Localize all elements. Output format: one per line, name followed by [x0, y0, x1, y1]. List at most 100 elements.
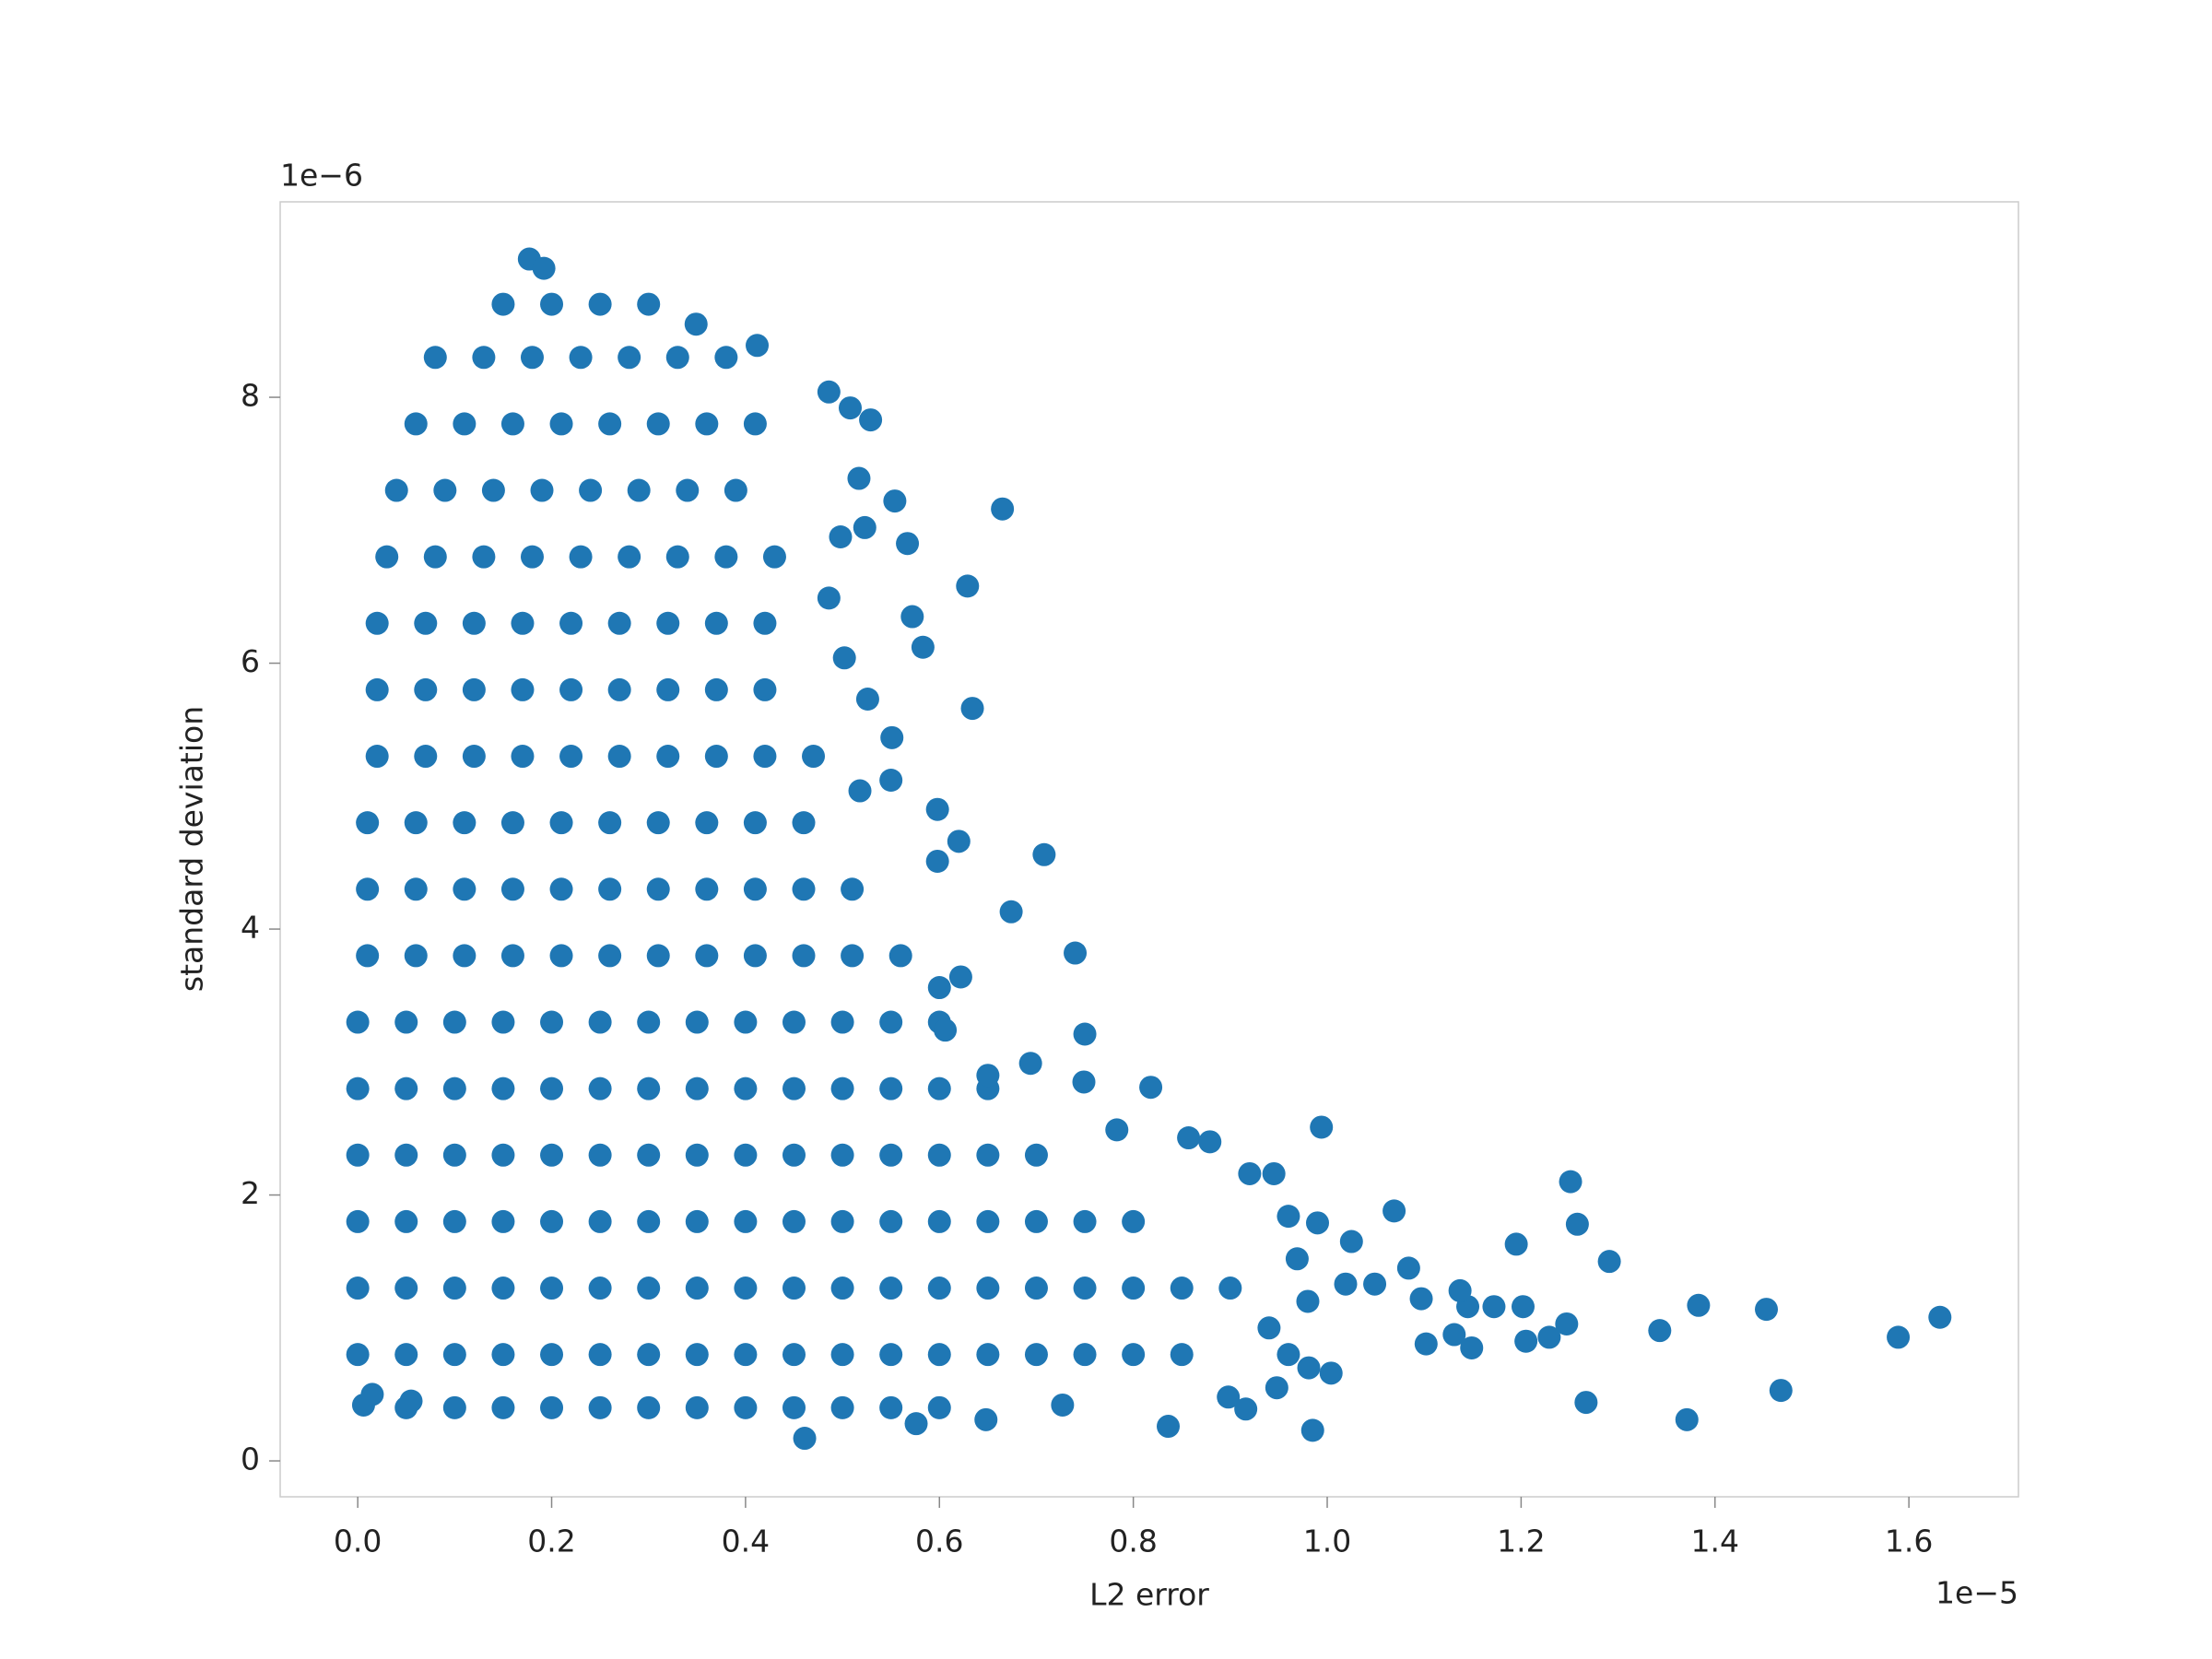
point — [569, 545, 593, 569]
point — [734, 1143, 758, 1167]
point — [1177, 1126, 1201, 1150]
y-axis-label: standard deviation — [174, 706, 210, 992]
point — [1024, 1343, 1048, 1367]
point — [1122, 1277, 1146, 1300]
point — [588, 1077, 612, 1100]
point — [832, 646, 856, 670]
point — [1218, 1277, 1242, 1300]
point — [1170, 1277, 1194, 1300]
point — [1139, 1076, 1163, 1100]
point — [481, 478, 505, 502]
point — [618, 545, 641, 569]
x-axis-label: L2 error — [1089, 1577, 1209, 1613]
point — [399, 1389, 423, 1413]
point — [753, 611, 777, 635]
point — [472, 545, 496, 569]
point — [734, 1343, 758, 1367]
point — [618, 346, 641, 370]
point — [879, 1209, 903, 1233]
point — [442, 1343, 466, 1367]
point — [1574, 1391, 1598, 1415]
point — [888, 944, 912, 968]
point — [472, 346, 496, 370]
point — [520, 545, 544, 569]
point — [1319, 1361, 1343, 1385]
point — [879, 1395, 903, 1419]
point — [1339, 1230, 1363, 1253]
point — [976, 1343, 1000, 1367]
point — [685, 1395, 709, 1419]
point — [598, 944, 622, 968]
point — [453, 944, 477, 968]
point — [356, 877, 380, 901]
point — [1409, 1287, 1433, 1311]
point — [627, 478, 651, 502]
point — [656, 677, 680, 701]
point — [1511, 1295, 1535, 1319]
point — [1363, 1272, 1387, 1296]
point — [346, 1077, 370, 1100]
point — [1565, 1212, 1589, 1236]
point — [442, 1395, 466, 1419]
point — [896, 532, 920, 556]
point — [956, 574, 980, 598]
point — [500, 877, 524, 901]
point — [500, 412, 524, 436]
point — [598, 811, 622, 835]
y-tick-label: 8 — [241, 378, 260, 414]
point — [365, 745, 389, 769]
point — [714, 545, 738, 569]
x-tick-label: 1.6 — [1885, 1524, 1933, 1559]
point — [453, 412, 477, 436]
point — [394, 1010, 418, 1034]
point — [442, 1010, 466, 1034]
point — [1072, 1070, 1096, 1094]
point — [1414, 1332, 1438, 1356]
point — [879, 1010, 903, 1034]
point — [1559, 1170, 1583, 1194]
point — [676, 478, 700, 502]
point — [947, 830, 971, 853]
point — [999, 900, 1023, 924]
point — [549, 811, 573, 835]
x-offset-label: 1e−5 — [1936, 1575, 2018, 1611]
point — [579, 478, 603, 502]
point — [792, 877, 816, 901]
point — [656, 611, 680, 635]
point — [665, 346, 689, 370]
point — [404, 412, 428, 436]
point — [782, 1277, 806, 1300]
point — [356, 811, 380, 835]
point — [598, 877, 622, 901]
point — [1277, 1205, 1300, 1229]
point — [762, 545, 786, 569]
point — [607, 677, 631, 701]
point — [911, 635, 935, 659]
point — [974, 1407, 998, 1431]
point — [829, 525, 853, 549]
point — [1504, 1232, 1528, 1256]
point — [960, 697, 984, 721]
point — [346, 1209, 370, 1233]
point — [549, 944, 573, 968]
point — [423, 346, 447, 370]
x-tick-label: 1.2 — [1497, 1524, 1545, 1559]
point — [559, 677, 583, 701]
point — [442, 1143, 466, 1167]
point — [404, 811, 428, 835]
point — [365, 677, 389, 701]
point — [830, 1077, 854, 1100]
point — [394, 1209, 418, 1233]
point — [1675, 1407, 1699, 1431]
point — [404, 944, 428, 968]
point — [414, 611, 438, 635]
point — [588, 1010, 612, 1034]
point — [491, 1343, 515, 1367]
point — [1297, 1356, 1321, 1380]
point — [346, 1143, 370, 1167]
point — [1755, 1298, 1779, 1322]
point — [848, 779, 872, 803]
point — [685, 1343, 709, 1367]
